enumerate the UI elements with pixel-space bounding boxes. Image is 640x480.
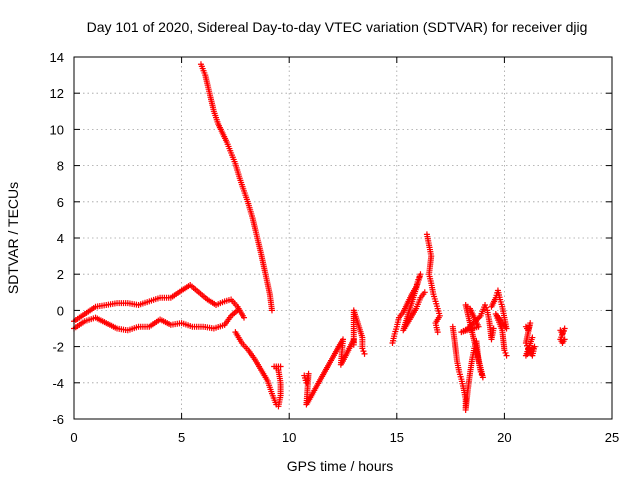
data-points	[71, 61, 568, 413]
series-cluster-23h	[557, 325, 568, 346]
y-tick-label: -6	[52, 412, 64, 427]
data-point	[359, 345, 366, 352]
chart-title: Day 101 of 2020, Sidereal Day-to-day VTE…	[87, 19, 588, 35]
x-tick-label: 25	[605, 430, 619, 445]
y-axis-tick-labels: -6 -4 -2 0 2 4 6 8 10 12 14	[50, 50, 64, 427]
x-axis-title: GPS time / hours	[287, 458, 394, 474]
y-tick-label: -4	[52, 376, 64, 391]
series-isolated-10-13h	[301, 307, 368, 408]
data-point	[503, 352, 510, 359]
data-point	[490, 325, 497, 332]
x-tick-label: 5	[178, 430, 185, 445]
data-point	[501, 347, 508, 354]
y-tick-label: 6	[57, 195, 64, 210]
x-tick-label: 20	[497, 430, 511, 445]
series-arc-steep	[197, 61, 275, 314]
x-tick-label: 15	[390, 430, 404, 445]
data-point	[360, 348, 367, 355]
series-arc-15-17h	[389, 271, 428, 346]
y-tick-label: 12	[50, 86, 64, 101]
x-tick-label: 10	[282, 430, 296, 445]
x-tick-label: 0	[70, 430, 77, 445]
y-axis-title: SDTVAR / TECUs	[5, 182, 21, 294]
data-point	[421, 289, 428, 296]
grid	[74, 57, 612, 419]
data-point	[361, 350, 368, 357]
series-arc-19-20h	[488, 287, 510, 359]
data-point	[268, 307, 275, 314]
series-arc-descending	[232, 329, 284, 410]
y-tick-label: 4	[57, 231, 64, 246]
y-tick-label: 0	[57, 303, 64, 318]
data-point	[502, 349, 509, 356]
plot-frame	[73, 56, 613, 420]
series-arc-16h	[423, 231, 443, 336]
data-point	[529, 334, 536, 341]
data-point	[277, 363, 284, 370]
series-arc-lower-left	[71, 307, 241, 334]
data-point	[482, 301, 489, 308]
y-tick-label: 8	[57, 159, 64, 174]
y-tick-label: 10	[50, 122, 64, 137]
series-arc-upper-left	[71, 282, 248, 325]
data-point	[434, 329, 441, 336]
data-point	[483, 304, 490, 311]
y-tick-label: 14	[50, 50, 64, 65]
series-cluster-17-19h	[449, 301, 497, 413]
x-axis-tick-labels: 0 5 10 15 20 25	[70, 430, 619, 445]
data-point	[241, 314, 248, 321]
y-tick-label: -2	[52, 340, 64, 355]
y-tick-label: 2	[57, 267, 64, 282]
data-point	[234, 307, 241, 314]
data-point	[561, 336, 568, 343]
series-cluster-21h	[522, 320, 538, 359]
data-point	[522, 339, 529, 346]
